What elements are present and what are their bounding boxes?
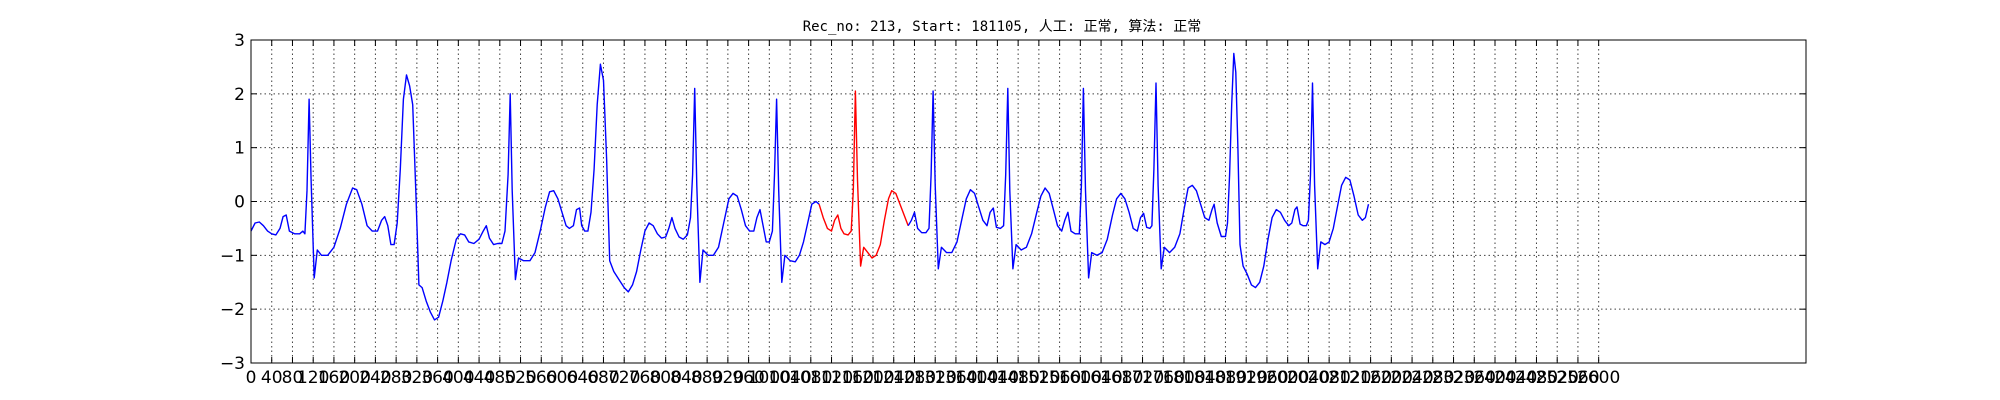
- y-tick-label: 1: [234, 139, 245, 159]
- x-tick-label: 2400: [1473, 368, 1516, 388]
- x-tick-label: 0: [246, 368, 257, 388]
- x-tick-label: 1960: [1245, 368, 1288, 388]
- ecg-segment-3: [907, 52, 1370, 289]
- x-tick-label: 2360: [1453, 368, 1496, 388]
- x-tick-label: 1880: [1204, 368, 1247, 388]
- x-tick-label: 1520: [1017, 368, 1060, 388]
- x-tick-label: 200: [338, 368, 370, 388]
- x-tick-label: 1600: [1059, 368, 1102, 388]
- axis-ticks: 0 40 8012016020024028032036040044048052056…: [220, 31, 1806, 388]
- ecg-trace: [250, 52, 1370, 321]
- x-tick-label: 400: [442, 368, 474, 388]
- y-tick-label: 3: [234, 31, 245, 51]
- x-tick-label: 280: [380, 368, 412, 388]
- x-tick-label: 1680: [1100, 368, 1143, 388]
- x-tick-label: 2240: [1390, 368, 1433, 388]
- x-tick-label: 480: [484, 368, 516, 388]
- x-tick-label: 1440: [976, 368, 1019, 388]
- y-tick-label: 2: [234, 85, 245, 105]
- ecg-segment-2: [818, 90, 909, 267]
- x-tick-label: 880: [691, 368, 723, 388]
- x-tick-label: 2160: [1349, 368, 1392, 388]
- x-tick-label: 520: [504, 368, 536, 388]
- x-tick-label: 840: [670, 368, 702, 388]
- x-tick-label: 2600: [1577, 368, 1620, 388]
- x-tick-label: 1240: [872, 368, 915, 388]
- grid-lines: [250, 39, 1806, 364]
- x-tick-label: 1320: [914, 368, 957, 388]
- x-tick-label: 760: [629, 368, 661, 388]
- x-tick-label: 800: [649, 368, 681, 388]
- x-tick-label: 2000: [1266, 368, 1309, 388]
- chart-title: Rec_no: 213, Start: 181105, 人工: 正常, 算法: …: [803, 19, 1202, 35]
- x-tick-label: 560: [525, 368, 557, 388]
- x-tick-label: 1280: [893, 368, 936, 388]
- y-tick-label: −1: [220, 246, 245, 266]
- x-tick-label: 1640: [1079, 368, 1122, 388]
- x-tick-label: 720: [608, 368, 640, 388]
- ecg-segment-1: [250, 63, 820, 321]
- x-tick-label: 1480: [997, 368, 1040, 388]
- x-tick-label: 1720: [1121, 368, 1164, 388]
- x-tick-label: 1840: [1183, 368, 1226, 388]
- x-tick-label: 1400: [955, 368, 998, 388]
- x-tick-label: 2200: [1370, 368, 1413, 388]
- x-tick-label: 1120: [810, 368, 853, 388]
- x-tick-label: 80: [282, 368, 304, 388]
- x-tick-label: 240: [359, 368, 391, 388]
- x-tick-label: 1920: [1225, 368, 1268, 388]
- x-tick-label: 320: [401, 368, 433, 388]
- y-tick-label: −2: [220, 300, 245, 320]
- x-tick-label: 960: [732, 368, 764, 388]
- x-tick-label: 600: [546, 368, 578, 388]
- y-tick-label: −3: [220, 354, 245, 374]
- x-tick-label: 1800: [1162, 368, 1205, 388]
- x-tick-label: 1000: [748, 368, 791, 388]
- x-tick-label: 2520: [1536, 368, 1579, 388]
- x-tick-label: 2560: [1556, 368, 1599, 388]
- x-tick-label: 440: [463, 368, 495, 388]
- x-tick-label: 2080: [1308, 368, 1351, 388]
- x-tick-label: 2040: [1287, 368, 1330, 388]
- x-tick-label: 2320: [1432, 368, 1475, 388]
- x-tick-label: 2120: [1328, 368, 1371, 388]
- x-tick-label: 2480: [1515, 368, 1558, 388]
- x-tick-label: 640: [567, 368, 599, 388]
- x-tick-label: 1360: [934, 368, 977, 388]
- plot-frame: [250, 39, 1807, 364]
- x-tick-label: 1200: [851, 368, 894, 388]
- x-tick-label: 680: [587, 368, 619, 388]
- x-tick-label: 1760: [1142, 368, 1185, 388]
- x-tick-label: 920: [712, 368, 744, 388]
- y-tick-label: 0: [234, 193, 245, 213]
- x-tick-label: 160: [318, 368, 350, 388]
- x-tick-label: 120: [297, 368, 329, 388]
- x-tick-label: 2280: [1411, 368, 1454, 388]
- x-tick-label: 40: [261, 368, 283, 388]
- x-tick-label: 1560: [1038, 368, 1081, 388]
- x-tick-label: 360: [421, 368, 453, 388]
- x-tick-label: 1160: [831, 368, 874, 388]
- x-tick-label: 2440: [1494, 368, 1537, 388]
- x-tick-label: 1040: [768, 368, 811, 388]
- x-tick-label: 1080: [789, 368, 832, 388]
